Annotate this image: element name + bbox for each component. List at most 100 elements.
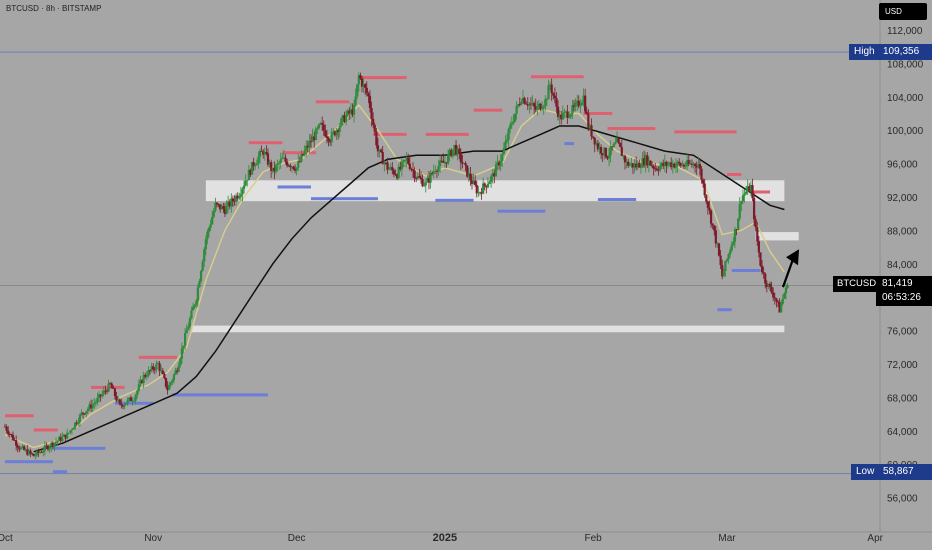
y-tick-label: 104,000 [887,93,924,104]
candle-body [445,162,448,164]
candle-body [35,450,38,456]
candle-body [741,195,745,202]
candle-body [158,363,161,371]
candle-body [163,373,166,378]
candle-body [706,201,709,208]
candle-body [356,84,359,97]
candle-body [206,231,209,240]
candle-body [595,143,598,145]
low-badge: Low 58,867 [851,464,932,480]
candle-body [61,436,64,441]
candle-body [91,404,94,409]
candle-body [421,179,424,187]
candle-body [168,384,171,391]
currency-label[interactable]: USD [879,3,927,20]
candle-body [509,124,512,129]
candle-body [129,397,133,402]
candle-body [636,163,639,168]
candle-body [697,164,700,168]
candle-body [220,206,223,210]
candle-body [644,155,647,166]
resistance-level [750,190,771,194]
candle-body [338,126,341,132]
candle-body [654,168,657,170]
candle-body [490,176,493,182]
candle-body [391,167,394,171]
candle-body [483,183,486,186]
candle-body [784,287,788,294]
candle-body [362,84,365,87]
candle-body [513,113,517,122]
candle-body [501,153,504,162]
candle-body [415,178,418,179]
resistance-level [530,75,584,79]
candle-body [558,114,561,118]
candle-body [156,363,160,365]
candle-body [201,261,204,271]
candle-body [611,146,614,148]
candle-body [376,145,380,152]
candle-body [711,223,714,226]
candle-body [359,75,362,79]
candle-body [188,318,191,327]
candle-body [403,160,407,161]
candle-body [587,113,590,129]
candle-body [684,166,687,167]
support-level [731,268,761,272]
candle-body [182,345,185,349]
candle-body [486,184,490,188]
candle-body [550,84,553,94]
support-level [277,185,312,189]
candle-body [526,104,529,106]
candle-body [596,143,599,150]
candle-body [223,208,227,214]
candle-body [281,157,284,160]
candle-body [50,442,53,448]
price-zone [205,180,785,202]
candle-body [439,160,442,167]
candle-body [518,104,521,106]
candle-body [523,97,526,104]
candle-body [752,198,756,220]
y-tick-label: 72,000 [887,360,918,371]
candle-body [725,259,729,262]
candle-body [354,96,357,105]
candle-body [568,116,571,118]
candle-body [74,422,77,429]
candle-body [118,399,121,404]
candle-body [740,201,743,205]
candle-body [120,403,123,406]
candle-body [93,403,96,405]
candle-body [306,145,309,148]
candle-body [110,383,113,389]
candle-body [469,173,472,181]
candle-body [351,109,354,115]
candle-body [694,163,697,167]
y-tick-label: 64,000 [887,427,918,438]
candle-body [580,102,584,106]
candle-body [776,301,780,303]
candle-body [254,165,257,167]
candle-body [466,165,469,177]
candle-body [107,383,110,392]
candle-body [563,111,566,114]
candle-body [94,402,97,404]
candle-body [282,157,286,159]
candle-body [708,207,711,211]
candle-body [45,445,48,447]
candle-body [211,216,214,225]
candle-body [442,160,445,163]
last-price-value: 81,419 [876,276,932,306]
candle-body [590,125,593,137]
candle-body [515,105,518,114]
resistance-level [373,132,407,136]
resistance-level [726,172,742,176]
candle-body [15,440,18,446]
candle-body [658,166,662,171]
candle-body [584,95,587,112]
candle-body [432,171,435,174]
candle-body [682,164,686,167]
candle-body [373,124,376,132]
candle-body [8,433,11,435]
